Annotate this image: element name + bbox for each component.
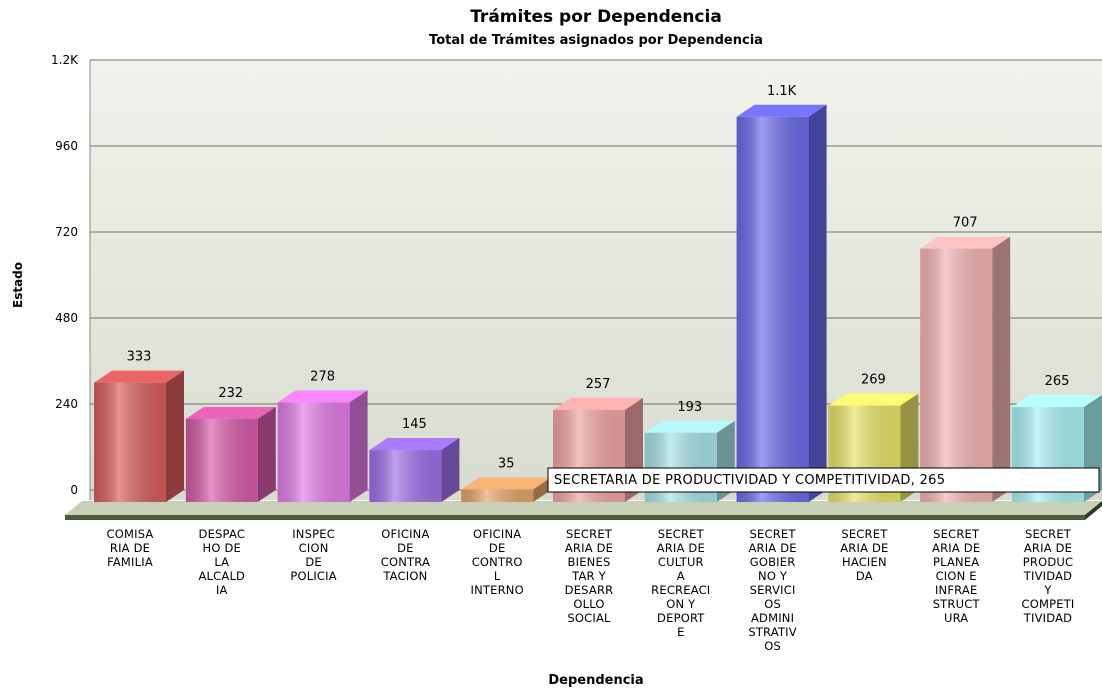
x-tick-label: OFICINA DE CONTRO L INTERNO xyxy=(470,527,524,597)
x-tick-label: OFICINA DE CONTRA TACION xyxy=(380,527,431,583)
chart-title: Trámites por Dependencia xyxy=(470,7,722,27)
bar-top xyxy=(185,406,276,419)
value-label: 193 xyxy=(677,400,702,415)
value-label: 269 xyxy=(861,373,886,388)
x-tick-label: COMISA RIA DE FAMILIA xyxy=(106,527,154,569)
x-tick-label: SECRET ARIA DE BIENES TAR Y DESARR OLLO … xyxy=(564,527,614,625)
y-tick-label: 240 xyxy=(55,397,78,411)
bar-top xyxy=(94,370,184,383)
x-tick-label: SECRET ARIA DE PRODUC TIVIDAD Y COMPETI … xyxy=(1021,527,1075,625)
bar-top xyxy=(553,397,643,410)
tooltip: SECRETARIA DE PRODUCTIVIDAD Y COMPETITIV… xyxy=(547,467,1100,493)
bar-side xyxy=(166,370,184,502)
bar-shine xyxy=(920,248,993,502)
value-label: 257 xyxy=(586,377,611,392)
floor-front xyxy=(65,515,1085,520)
bar-top xyxy=(461,477,552,490)
x-axis-label: Dependencia xyxy=(548,673,643,688)
value-label: 145 xyxy=(402,417,427,432)
bar-shine xyxy=(369,450,442,502)
x-tick-label: INSPEC CION DE POLICIA xyxy=(290,527,337,583)
bar-top xyxy=(369,438,460,451)
bar-side xyxy=(992,236,1011,503)
bar-top xyxy=(736,104,827,117)
bar-shine xyxy=(277,402,350,502)
tooltip-text: SECRETARIA DE PRODUCTIVIDAD Y COMPETITIV… xyxy=(554,473,945,488)
bar-shine xyxy=(94,382,166,502)
value-label: 333 xyxy=(127,350,152,365)
bar-side xyxy=(533,477,552,502)
y-tick-label: 1.2K xyxy=(51,53,79,67)
bar-top xyxy=(277,390,368,403)
x-tick-label: SECRET ARIA DE CULTUR A RECREACI ON Y DE… xyxy=(651,527,711,639)
floor-top xyxy=(65,501,1102,515)
y-tick-label: 0 xyxy=(70,483,78,497)
bar-shine xyxy=(461,489,534,502)
x-tick-label: DESPAC HO DE LA ALCALD IA xyxy=(198,527,246,597)
bar-side xyxy=(349,390,368,502)
y-tick-label: 480 xyxy=(55,311,78,325)
bar-shine xyxy=(185,418,258,502)
x-tick-label: SECRET ARIA DE PLANEA CION E INFRAE STRU… xyxy=(932,527,981,625)
value-label: 232 xyxy=(218,386,243,401)
bar-top xyxy=(1012,395,1102,408)
y-axis-label: Estado xyxy=(11,262,25,308)
value-label: 265 xyxy=(1045,374,1070,389)
bar-side xyxy=(257,406,276,502)
bar-top xyxy=(920,236,1011,249)
value-label: 1.1K xyxy=(767,84,797,99)
value-label: 35 xyxy=(498,456,515,471)
bar-top xyxy=(828,393,919,406)
bar-top xyxy=(644,420,735,433)
floor-side xyxy=(1085,501,1102,520)
bar-shine xyxy=(736,116,809,503)
value-label: 278 xyxy=(310,369,335,384)
y-tick-label: 960 xyxy=(55,139,78,153)
x-tick-label: SECRET ARIA DE HACIEN DA xyxy=(840,527,889,583)
chart-subtitle: Total de Trámites asignados por Dependen… xyxy=(429,33,763,48)
y-tick-label: 720 xyxy=(55,225,78,239)
bar-side xyxy=(808,104,827,503)
value-label: 707 xyxy=(953,216,978,231)
bar-side xyxy=(441,438,460,502)
tooltip-box xyxy=(547,467,1100,493)
x-tick-label: SECRET ARIA DE GOBIER NO Y SERVICI OS AD… xyxy=(748,527,797,653)
